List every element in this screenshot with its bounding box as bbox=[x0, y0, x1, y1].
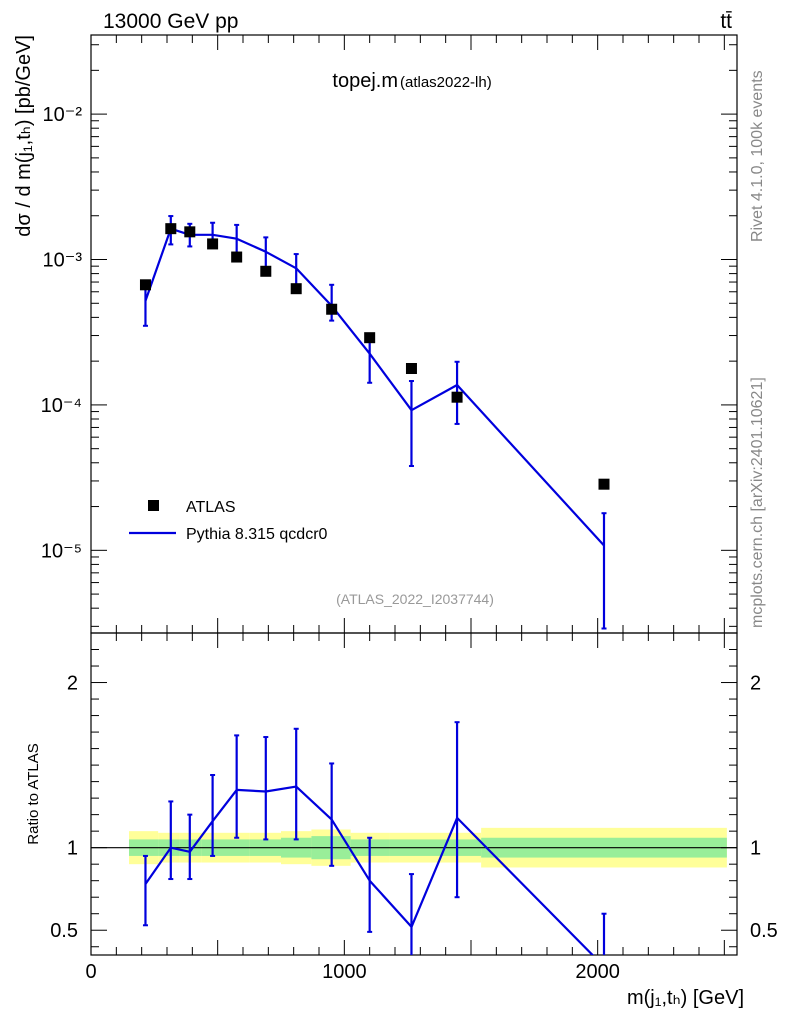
atlas-data-point bbox=[364, 332, 376, 344]
source-label: mcplots.cern.ch [arXiv:2401.10621] bbox=[749, 377, 766, 628]
energy-label: 13000 GeV pp bbox=[103, 10, 238, 33]
main-ylabel: dσ / d m(j₁,tₕ) [pb/GeV] bbox=[13, 35, 35, 237]
plot-subtitle: (atlas2022-lh) bbox=[400, 74, 492, 91]
ratio-ytick-label-left: 0.5 bbox=[50, 920, 78, 942]
legend-pythia-label: Pythia 8.315 qcdcr0 bbox=[186, 526, 328, 543]
main-panel: topej.m (atlas2022-lh) (ATLAS_2022_I2037… bbox=[13, 34, 738, 634]
mc-line bbox=[144, 227, 605, 547]
x-tick-label: 1000 bbox=[322, 961, 367, 983]
main-ytick-label: 10⁻⁴ bbox=[41, 395, 82, 417]
x-tick-label: 0 bbox=[85, 961, 96, 983]
rivet-label: Rivet 4.1.0, 100k events bbox=[749, 70, 766, 242]
process-label: tt̄ bbox=[720, 10, 732, 33]
atlas-data-point bbox=[405, 363, 417, 375]
atlas-data-point bbox=[290, 283, 302, 295]
legend-atlas-marker bbox=[148, 500, 159, 511]
ratio-ytick-label-right: 0.5 bbox=[750, 920, 778, 942]
atlas-data-point bbox=[207, 238, 219, 250]
ratio-ytick-label-right: 2 bbox=[750, 673, 761, 695]
x-tick-label: 2000 bbox=[575, 961, 620, 983]
main-ytick-label: 10⁻³ bbox=[43, 250, 83, 272]
atlas-data-point bbox=[260, 265, 272, 277]
ratio-panel: Ratio to ATLAS 0.5 0.5 1 1 2 2 0 1000 2000 m(j₁… bbox=[25, 632, 778, 1009]
ratio-ytick-label-left: 2 bbox=[67, 673, 78, 695]
main-ytick-label: 10⁻⁵ bbox=[41, 540, 82, 562]
main-frame bbox=[90, 34, 738, 634]
atlas-data-point bbox=[184, 226, 196, 238]
ratio-ytick-label-left: 1 bbox=[67, 838, 78, 860]
ratio-ytick-label-right: 1 bbox=[750, 838, 761, 860]
plot-title: topej.m bbox=[332, 70, 398, 92]
atlas-data-point bbox=[231, 251, 243, 263]
legend: ATLAS Pythia 8.315 qcdcr0 bbox=[129, 499, 328, 543]
x-axis-label: m(j₁,tₕ) [GeV] bbox=[627, 987, 744, 1009]
ratio-ylabel: Ratio to ATLAS bbox=[25, 743, 42, 844]
legend-atlas-label: ATLAS bbox=[186, 499, 236, 516]
atlas-data-point bbox=[139, 279, 151, 291]
main-ytick-label: 10⁻² bbox=[43, 104, 83, 126]
atlas-data-point bbox=[598, 478, 610, 490]
ratio-line bbox=[144, 785, 595, 955]
analysis-watermark: (ATLAS_2022_I2037744) bbox=[336, 591, 494, 607]
ratio-frame bbox=[90, 632, 738, 956]
atlas-data-point bbox=[326, 303, 338, 315]
atlas-data-point bbox=[165, 223, 177, 235]
atlas-data-point bbox=[451, 391, 463, 403]
